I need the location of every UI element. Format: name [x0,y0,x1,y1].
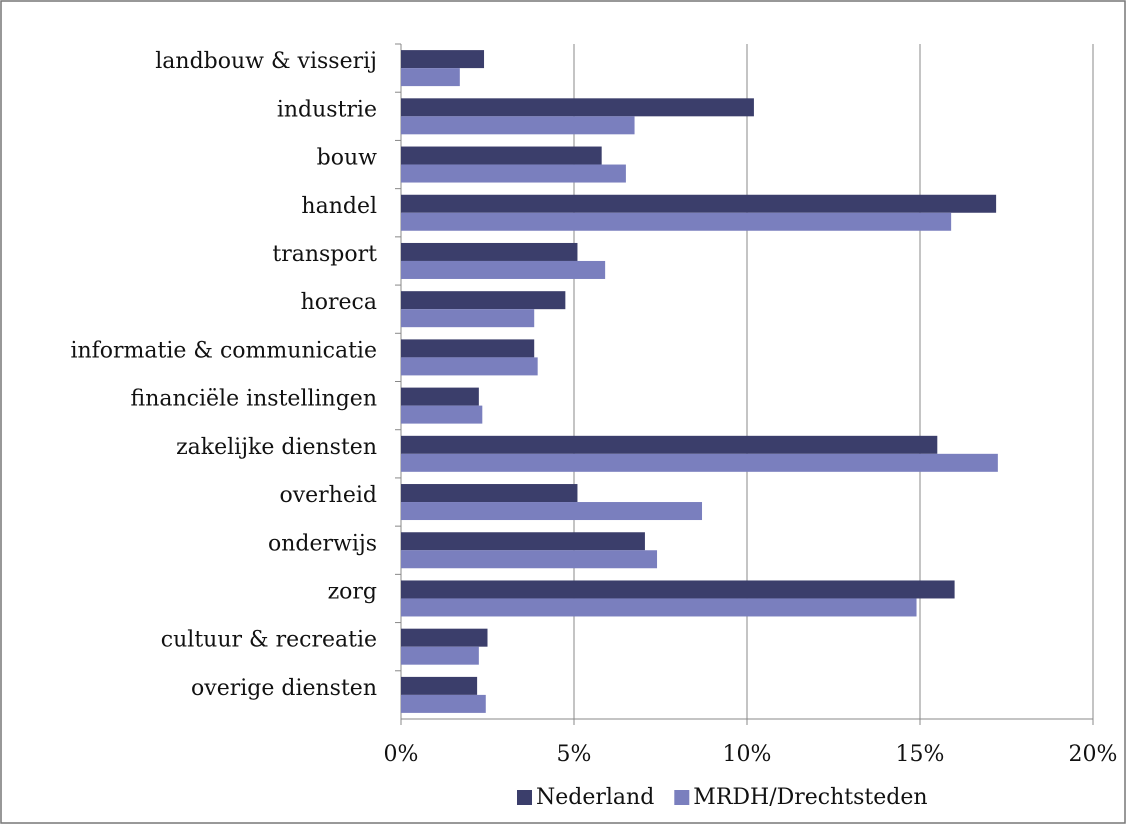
x-tick-label: 5% [557,742,592,767]
bar [401,580,955,599]
y-tick-label: transport [272,242,377,267]
bar [401,68,460,87]
y-tick-label: onderwijs [268,531,377,556]
bar [401,291,566,310]
bar [401,598,917,617]
bar [401,502,703,521]
x-tick-label: 15% [896,742,945,767]
bar [401,646,479,665]
bar [401,694,486,713]
bar [401,550,658,569]
bar [401,357,538,376]
y-tick-label: zorg [328,579,377,604]
x-tick-label: 0% [384,742,419,767]
y-tick-label: cultuur & recreatie [161,628,377,653]
y-tick-label: financiële instellingen [131,387,377,412]
bar [401,387,479,406]
y-tick-label: bouw [317,146,377,171]
bar [401,405,483,424]
bar [401,194,997,213]
legend-swatch [517,790,532,805]
bar [401,676,478,695]
legend-swatch [674,790,690,805]
bar [401,435,938,454]
bar [401,164,626,183]
bar [401,484,578,503]
x-tick-label: 10% [723,742,772,767]
legend-label: MRDH/Drechtsteden [693,785,927,810]
y-tick-label: informatie & communicatie [70,338,377,363]
x-tick-label: 20% [1069,742,1118,767]
bar [401,146,602,165]
y-tick-label: overige diensten [191,676,377,701]
bar [401,212,952,231]
y-tick-label: horeca [301,290,377,315]
y-tick-label: handel [301,194,377,219]
bar [401,453,998,472]
bar [401,309,535,328]
y-tick-label: overheid [279,483,377,508]
bar [401,339,535,358]
y-tick-label: industrie [277,97,377,122]
bar [401,628,488,647]
bar [401,98,754,117]
bar [401,260,606,279]
bar [401,242,578,261]
y-tick-label: landbouw & visserij [155,49,377,74]
bar [401,50,485,69]
bar [401,532,645,551]
bar [401,116,635,135]
y-tick-label: zakelijke diensten [176,435,377,460]
legend-label: Nederland [536,785,654,810]
